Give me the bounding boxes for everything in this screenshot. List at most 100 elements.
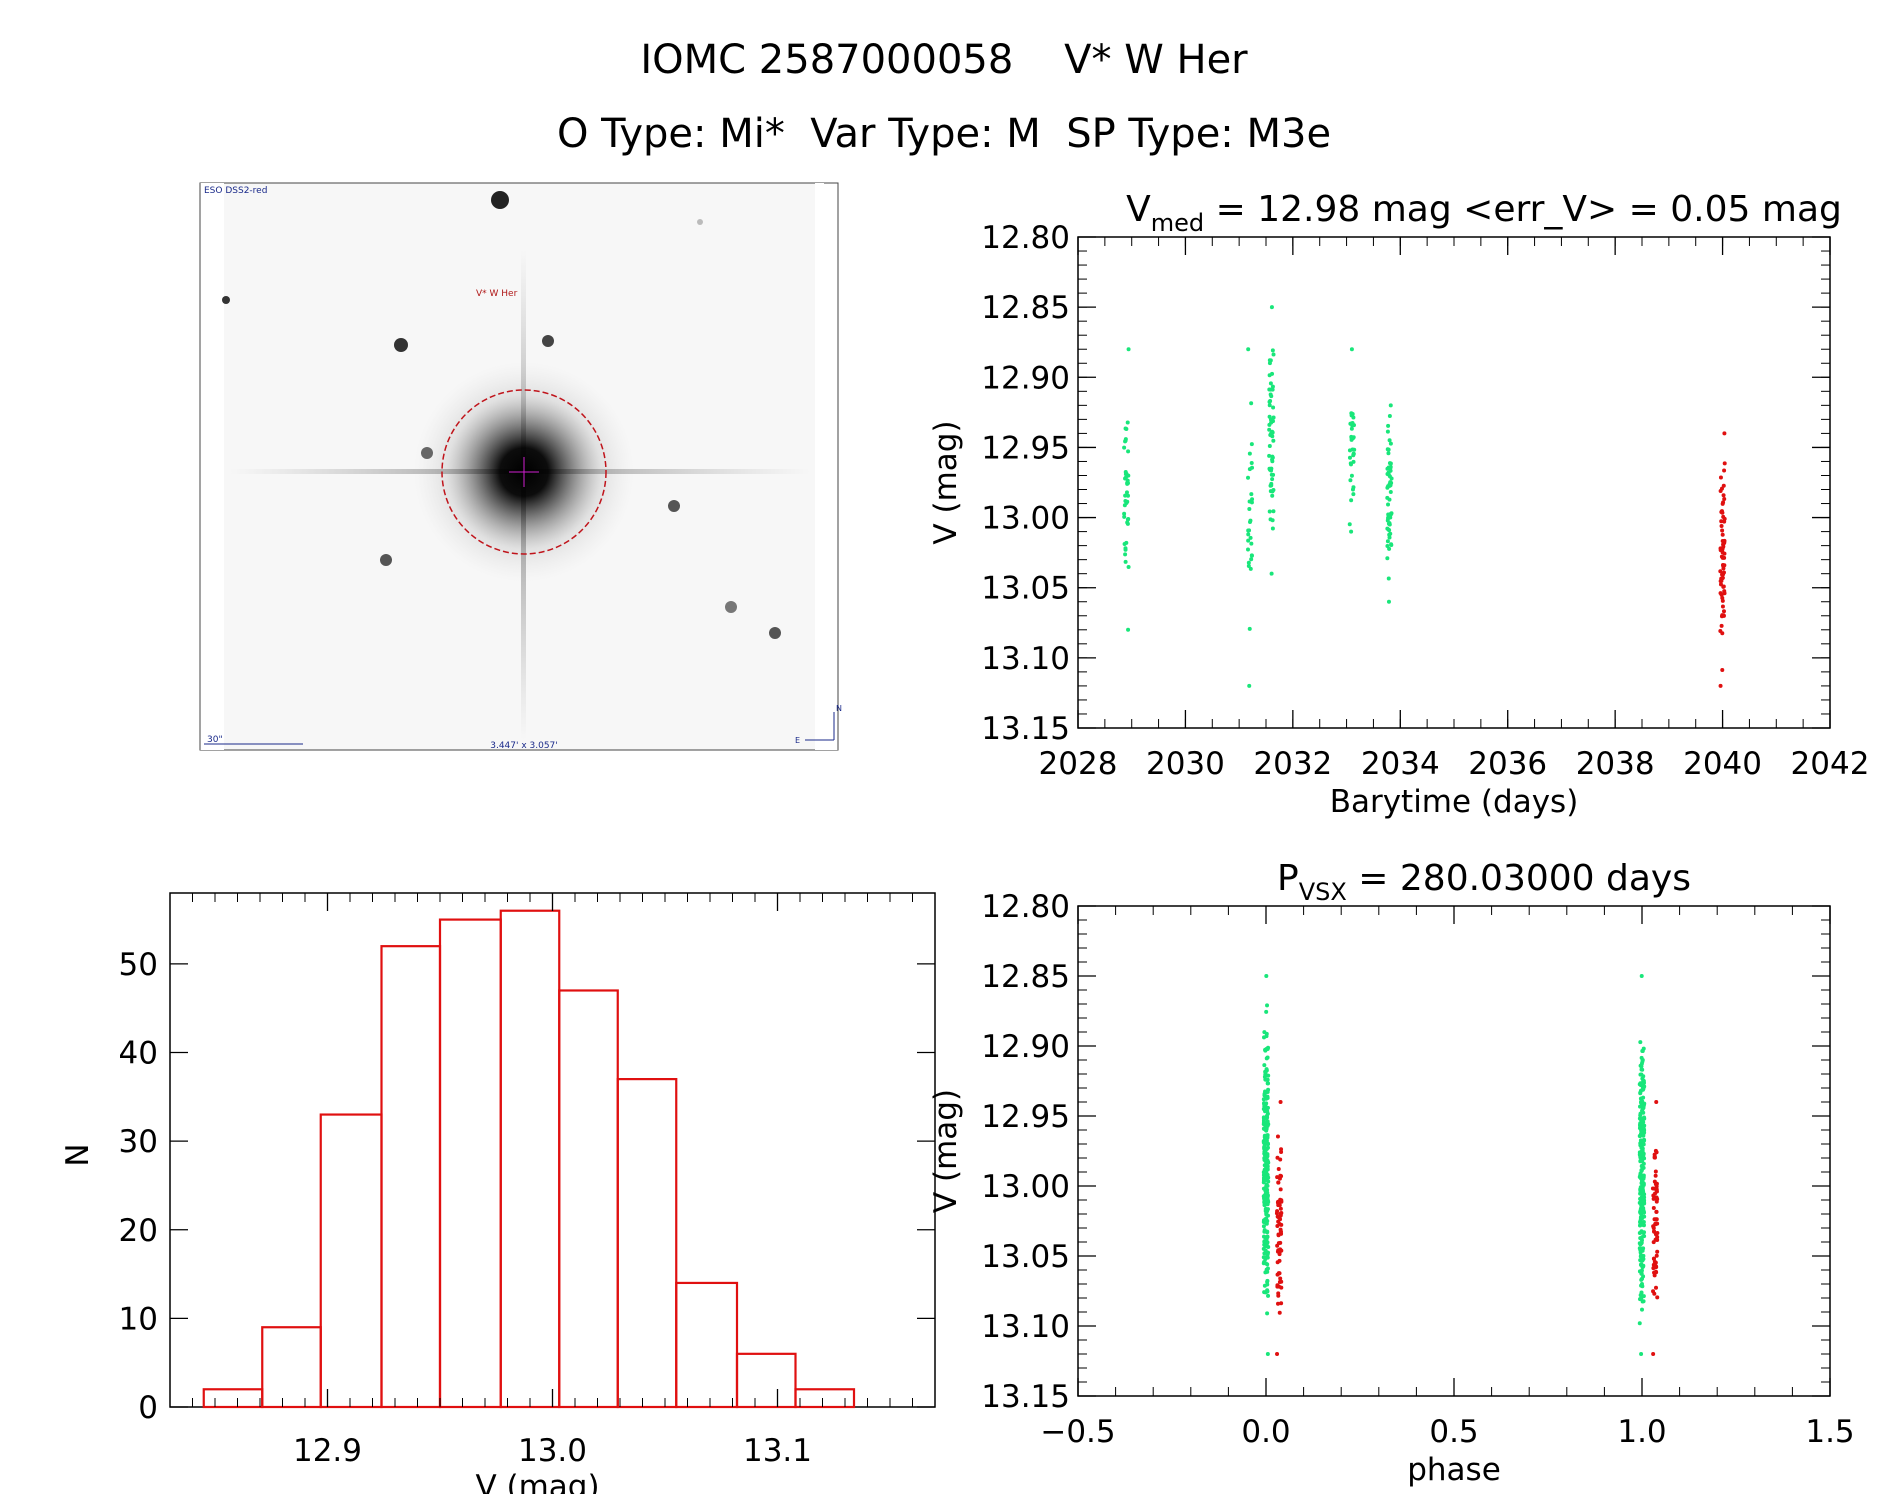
data-point-green: [1124, 490, 1129, 495]
data-point-green: [1246, 528, 1251, 533]
data-point-green: [1637, 1321, 1642, 1326]
y-tick-label: 30: [119, 1124, 158, 1160]
data-point-green: [1640, 1307, 1645, 1312]
data-point-green: [1261, 1116, 1266, 1121]
data-point-green: [1639, 1122, 1644, 1127]
data-point-green: [1638, 1150, 1643, 1155]
data-point-green: [1249, 492, 1254, 497]
data-point-green: [1126, 517, 1131, 522]
data-point-red: [1279, 1174, 1284, 1179]
x-tick-label: 2030: [1146, 746, 1225, 782]
data-point-red: [1276, 1293, 1281, 1298]
data-point-red: [1275, 1134, 1280, 1139]
data-point-red: [1722, 468, 1727, 473]
data-point-red: [1651, 1205, 1656, 1210]
data-point-green: [1262, 1171, 1267, 1176]
data-point-red: [1274, 1211, 1279, 1216]
data-point-green: [1641, 1189, 1646, 1194]
data-point-red: [1279, 1285, 1284, 1290]
data-point-green: [1641, 1210, 1646, 1215]
data-point-red: [1721, 609, 1726, 614]
data-point-red: [1275, 1352, 1280, 1356]
data-point-green: [1266, 1244, 1271, 1249]
x-tick-label: 0.5: [1429, 1414, 1478, 1450]
data-point-green: [1385, 495, 1390, 500]
data-point-green: [1265, 1288, 1270, 1293]
data-point-green: [1269, 468, 1274, 473]
data-point-green: [1639, 1067, 1644, 1072]
data-point-green: [1349, 413, 1354, 418]
data-point-red: [1722, 589, 1727, 594]
data-point-red: [1654, 1264, 1659, 1269]
data-point-green: [1262, 1143, 1267, 1148]
data-point-green: [1246, 347, 1251, 352]
data-point-green: [1351, 423, 1356, 428]
plot-frame: [1077, 236, 1831, 729]
x-tick-label: 13.0: [518, 1433, 587, 1469]
data-point-green: [1266, 1081, 1271, 1086]
data-point-red: [1720, 575, 1725, 580]
data-point-green: [1641, 1274, 1646, 1279]
data-point-red: [1653, 1222, 1658, 1227]
x-tick-label: 2042: [1791, 746, 1870, 782]
data-point-green: [1268, 392, 1273, 397]
y-tick-label: 13.15: [981, 711, 1070, 747]
data-point-green: [1638, 1090, 1643, 1095]
data-point-green: [1270, 348, 1275, 353]
y-tick-label: 12.90: [981, 1029, 1070, 1065]
data-point-red: [1718, 475, 1723, 480]
data-point-green: [1270, 493, 1275, 498]
data-point-red: [1720, 667, 1725, 672]
data-point-green: [1270, 430, 1275, 435]
data-point-green: [1248, 566, 1253, 571]
data-point-green: [1385, 556, 1390, 561]
data-point-green: [1264, 1153, 1269, 1158]
data-point-green: [1249, 442, 1254, 447]
histogram-bar: [735, 1352, 797, 1409]
data-point-green: [1386, 599, 1391, 604]
histogram-bar: [438, 918, 502, 1409]
target-circle: [441, 389, 607, 555]
title-line-1: IOMC 2587000058 V* W Her: [640, 37, 1248, 83]
data-point-green: [1249, 401, 1254, 406]
data-point-green: [1641, 1161, 1646, 1166]
data-point-red: [1276, 1180, 1281, 1185]
data-point-green: [1122, 445, 1127, 450]
data-point-green: [1639, 1061, 1644, 1066]
data-point-green: [1124, 540, 1129, 545]
data-point-green: [1123, 426, 1128, 431]
data-point-green: [1639, 1277, 1644, 1282]
data-point-green: [1261, 1234, 1266, 1239]
data-point-red: [1718, 683, 1723, 688]
data-point-green: [1246, 564, 1251, 569]
y-tick-label: 12.85: [981, 290, 1070, 326]
data-point-green: [1387, 532, 1392, 537]
data-point-green: [1349, 426, 1354, 431]
data-point-green: [1268, 483, 1273, 488]
data-point-green: [1388, 403, 1393, 408]
data-point-green: [1262, 1149, 1267, 1154]
histogram-bar: [558, 989, 619, 1409]
x-axis-label: V (mag): [475, 1469, 599, 1494]
data-point-green: [1125, 499, 1130, 504]
y-tick-label: 13.00: [981, 1169, 1070, 1205]
x-tick-label: 2040: [1683, 746, 1762, 782]
data-point-red: [1719, 623, 1724, 628]
data-point-green: [1641, 1142, 1646, 1147]
data-point-red: [1718, 569, 1723, 574]
y-axis-label: N: [60, 1143, 96, 1166]
y-tick-label: 12.95: [981, 1099, 1070, 1135]
data-point-green: [1387, 546, 1392, 551]
data-point-red: [1654, 1187, 1659, 1192]
data-point-green: [1123, 559, 1128, 564]
north-label: N: [836, 704, 842, 713]
data-point-green: [1637, 1175, 1642, 1180]
data-point-green: [1388, 465, 1393, 470]
data-point-red: [1721, 493, 1726, 498]
data-point-red: [1655, 1249, 1660, 1254]
data-point-green: [1386, 447, 1391, 452]
data-point-red: [1278, 1240, 1283, 1245]
data-point-green: [1262, 1242, 1267, 1247]
data-point-green: [1123, 437, 1128, 442]
data-point-green: [1122, 514, 1127, 519]
